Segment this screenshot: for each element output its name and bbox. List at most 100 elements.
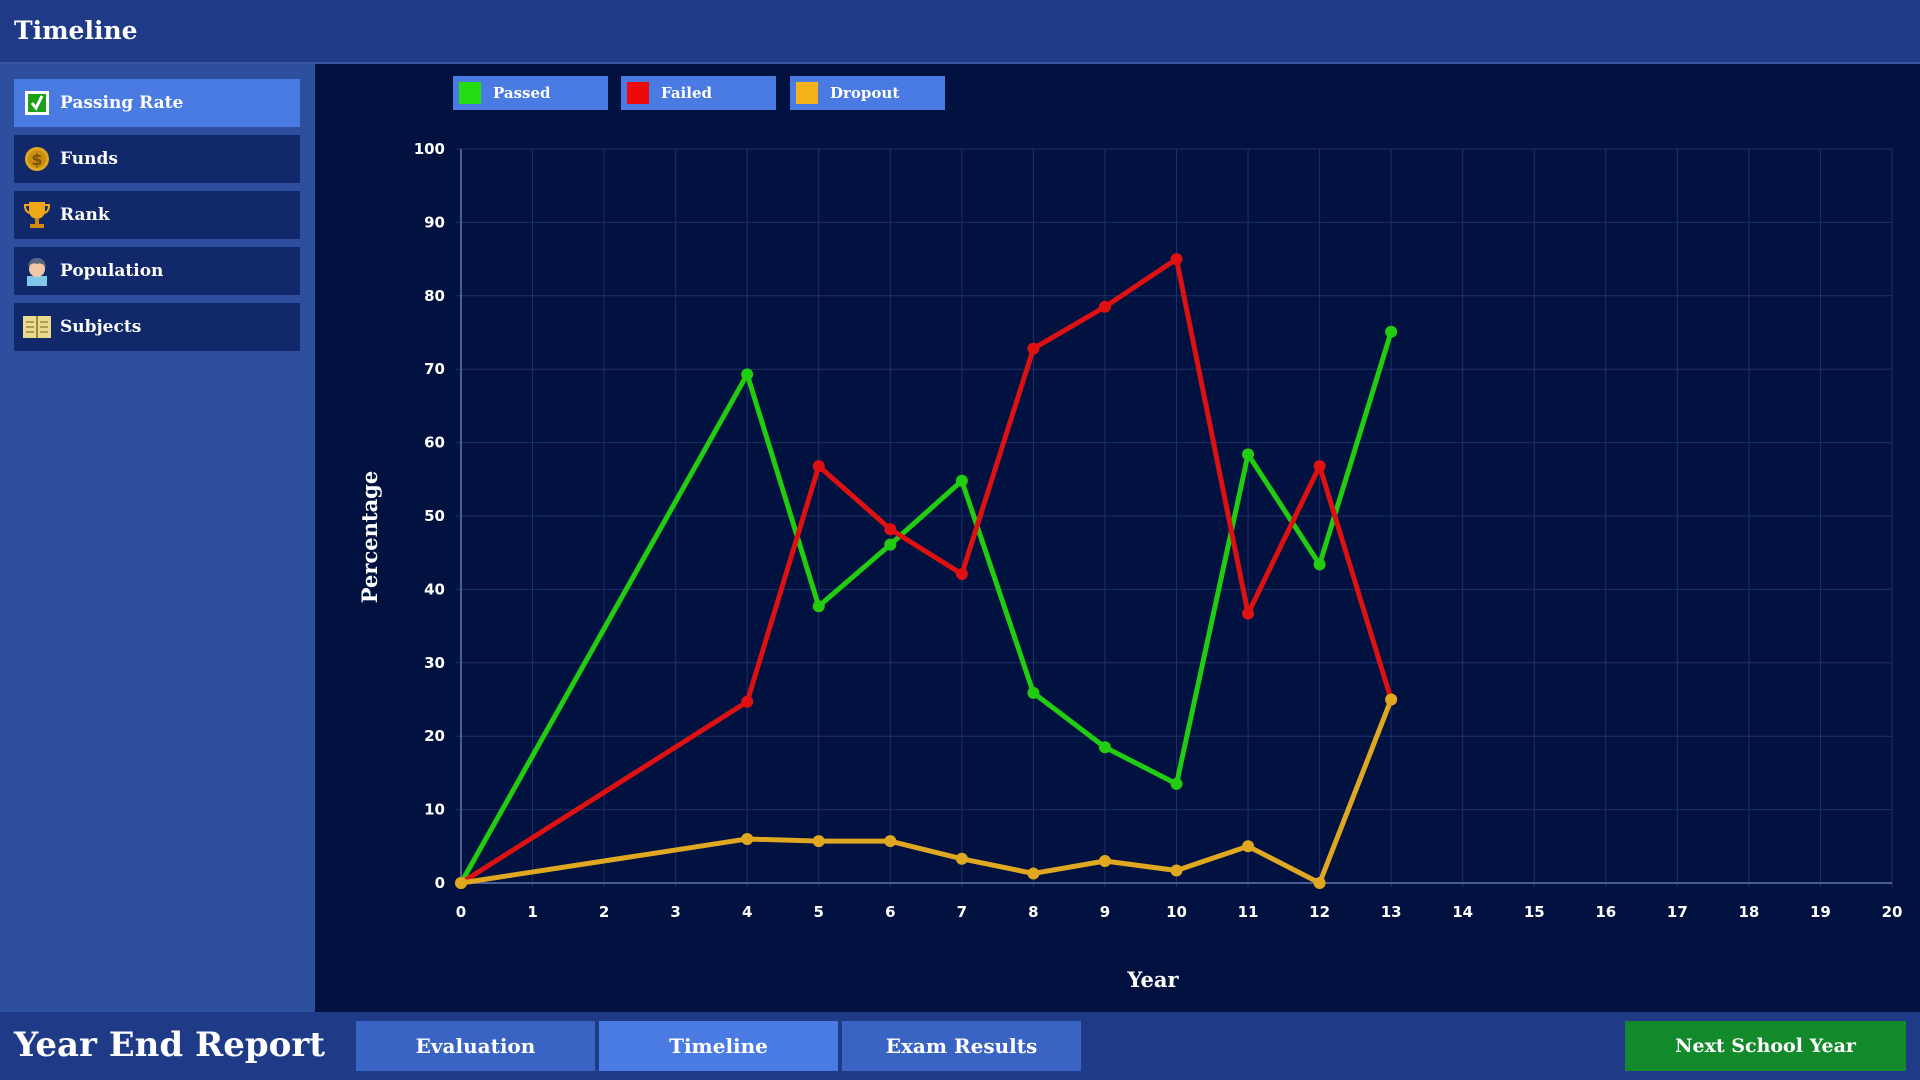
sidebar-item-label: Passing Rate — [60, 93, 184, 113]
y-tick-label: 40 — [424, 580, 445, 598]
x-tick-label: 12 — [1309, 903, 1330, 921]
sidebar-item-population[interactable]: Population — [14, 247, 300, 295]
sidebar-item-subjects[interactable]: Subjects — [14, 303, 300, 351]
x-tick-label: 18 — [1738, 903, 1759, 921]
x-tick-label: 4 — [742, 903, 752, 921]
x-tick-label: 3 — [670, 903, 680, 921]
report-title: Year End Report — [14, 1025, 325, 1065]
data-point-dropout — [455, 877, 467, 889]
x-tick-label: 11 — [1238, 903, 1259, 921]
data-point-dropout — [1385, 693, 1398, 706]
data-point-failed — [1170, 253, 1183, 266]
data-point-failed — [955, 567, 968, 580]
y-axis-label: Percentage — [357, 471, 382, 603]
legend-label: Passed — [493, 84, 551, 102]
data-point-failed — [1098, 300, 1111, 313]
x-tick-label: 1 — [527, 903, 537, 921]
data-point-dropout — [1242, 840, 1255, 853]
y-tick-label: 60 — [424, 434, 445, 452]
data-point-failed — [1027, 342, 1040, 355]
trophy-icon — [22, 200, 52, 230]
x-tick-label: 13 — [1381, 903, 1402, 921]
x-tick-label: 14 — [1452, 903, 1473, 921]
sidebar-item-label: Population — [60, 261, 164, 281]
data-point-passed — [955, 474, 968, 487]
data-point-failed — [741, 695, 754, 708]
series-line-failed — [459, 256, 1394, 886]
tab-evaluation[interactable]: Evaluation — [356, 1021, 595, 1071]
x-tick-label: 17 — [1667, 903, 1688, 921]
y-tick-label: 70 — [424, 360, 445, 378]
data-point-dropout — [1027, 867, 1040, 880]
data-point-failed — [812, 460, 825, 473]
bottom-bar: Year End Report Evaluation Timeline Exam… — [0, 1012, 1920, 1080]
data-point-passed — [1313, 558, 1326, 571]
data-point-dropout — [955, 852, 968, 865]
data-point-passed — [1027, 686, 1040, 699]
book-icon — [22, 312, 52, 342]
legend-swatch — [627, 82, 649, 104]
x-tick-label: 5 — [814, 903, 824, 921]
sidebar-item-label: Subjects — [60, 317, 142, 337]
sidebar: Passing Rate $ Funds Rank Population Sub… — [0, 64, 315, 1012]
svg-text:$: $ — [31, 150, 42, 169]
header: Timeline — [0, 0, 1920, 64]
data-point-passed — [1098, 741, 1111, 754]
x-axis-label: Year — [1126, 967, 1179, 992]
tab-exam-results[interactable]: Exam Results — [842, 1021, 1081, 1071]
y-tick-label: 50 — [424, 507, 445, 525]
page-title: Timeline — [14, 16, 138, 45]
sidebar-item-label: Rank — [60, 205, 110, 225]
y-tick-label: 90 — [424, 213, 445, 231]
legend-label: Failed — [661, 84, 712, 102]
x-tick-label: 9 — [1100, 903, 1110, 921]
timeline-chart: 0 1 2 3 4 5 6 7 8 9 10 11 12 13 14 15 16 17 18 19 2001020304… — [357, 140, 1902, 992]
x-tick-label: 8 — [1028, 903, 1038, 921]
series-line-dropout — [460, 698, 1394, 886]
data-point-dropout — [884, 835, 897, 848]
data-point-failed — [884, 523, 897, 536]
x-tick-label: 19 — [1810, 903, 1831, 921]
data-point-passed — [884, 538, 897, 551]
legend-label: Dropout — [830, 84, 900, 102]
x-tick-label: 10 — [1166, 903, 1187, 921]
coin-icon: $ — [22, 144, 52, 174]
legend-swatch — [796, 82, 818, 104]
x-tick-label: 16 — [1595, 903, 1616, 921]
data-point-dropout — [1170, 864, 1183, 877]
data-point-passed — [1170, 777, 1183, 790]
x-tick-label: 6 — [885, 903, 895, 921]
data-point-failed — [1242, 607, 1255, 620]
next-school-year-button[interactable]: Next School Year — [1625, 1021, 1906, 1071]
chart-panel: 0 1 2 3 4 5 6 7 8 9 10 11 12 13 14 15 16 17 18 19 20 0 10 20 30 4… — [315, 64, 1920, 1012]
x-tick-label: 15 — [1524, 903, 1545, 921]
y-tick-label: 30 — [424, 654, 445, 672]
y-tick-label: 10 — [424, 801, 445, 819]
y-tick-label: 20 — [424, 727, 445, 745]
x-tick-label: 7 — [957, 903, 967, 921]
legend-toggle-failed[interactable]: Failed — [621, 76, 776, 110]
data-point-dropout — [741, 832, 754, 845]
data-point-dropout — [812, 835, 825, 848]
data-point-dropout — [1098, 854, 1111, 867]
legend-swatch — [459, 82, 481, 104]
legend-toggle-dropout[interactable]: Dropout — [790, 76, 945, 110]
data-point-passed — [1385, 325, 1398, 338]
data-point-passed — [812, 600, 825, 613]
sidebar-item-funds[interactable]: $ Funds — [14, 135, 300, 183]
checkbox-icon — [22, 88, 52, 118]
data-point-passed — [741, 368, 754, 381]
sidebar-item-rank[interactable]: Rank — [14, 191, 300, 239]
y-tick-label: 80 — [424, 287, 445, 305]
sidebar-item-label: Funds — [60, 149, 118, 169]
x-tick-label: 0 — [456, 903, 466, 921]
data-point-passed — [1242, 448, 1255, 461]
legend-toggle-passed[interactable]: Passed — [453, 76, 608, 110]
y-tick-label: 0 — [435, 874, 445, 892]
tab-timeline[interactable]: Timeline — [599, 1021, 838, 1071]
data-point-dropout — [1313, 877, 1326, 889]
x-tick-label: 2 — [599, 903, 609, 921]
sidebar-item-passing-rate[interactable]: Passing Rate — [14, 79, 300, 127]
data-point-failed — [1313, 460, 1326, 473]
y-tick-label: 100 — [414, 140, 445, 158]
